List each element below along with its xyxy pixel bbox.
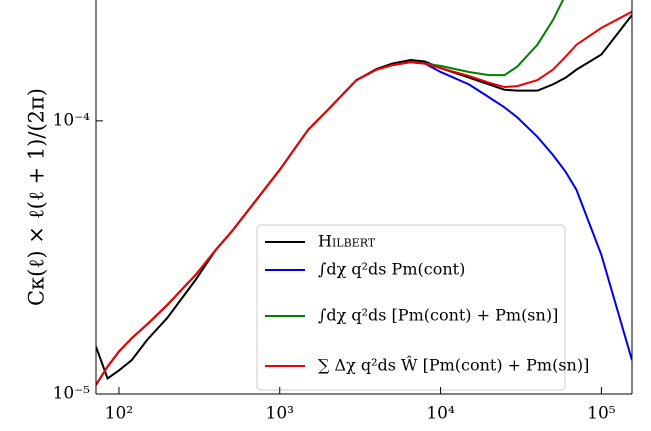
legend-label: Hilbert [318,232,376,251]
y-tick-label: 10⁻⁴ [53,110,91,130]
legend-label: ∫dχ q²ds Pm(cont) [318,260,465,279]
series-line [96,10,632,386]
legend-label: ∑ Δχ q²ds Ŵ [Pm(cont) + Pm(sn)] [318,355,589,375]
legend-label: ∫dχ q²ds [Pm(cont) + Pm(sn)] [318,306,558,325]
x-tick-label: 10⁵ [587,404,616,424]
y-axis-label: Cκ(ℓ) × ℓ(ℓ + 1)/(2π) [25,88,49,306]
x-tick-label: 10² [105,404,133,424]
x-tick-label: 10³ [266,404,294,424]
y-tick-label: 10⁻⁵ [53,384,91,404]
plot-lines [96,0,632,386]
legend-box [256,224,566,391]
x-tick-label: 10⁴ [426,404,455,424]
